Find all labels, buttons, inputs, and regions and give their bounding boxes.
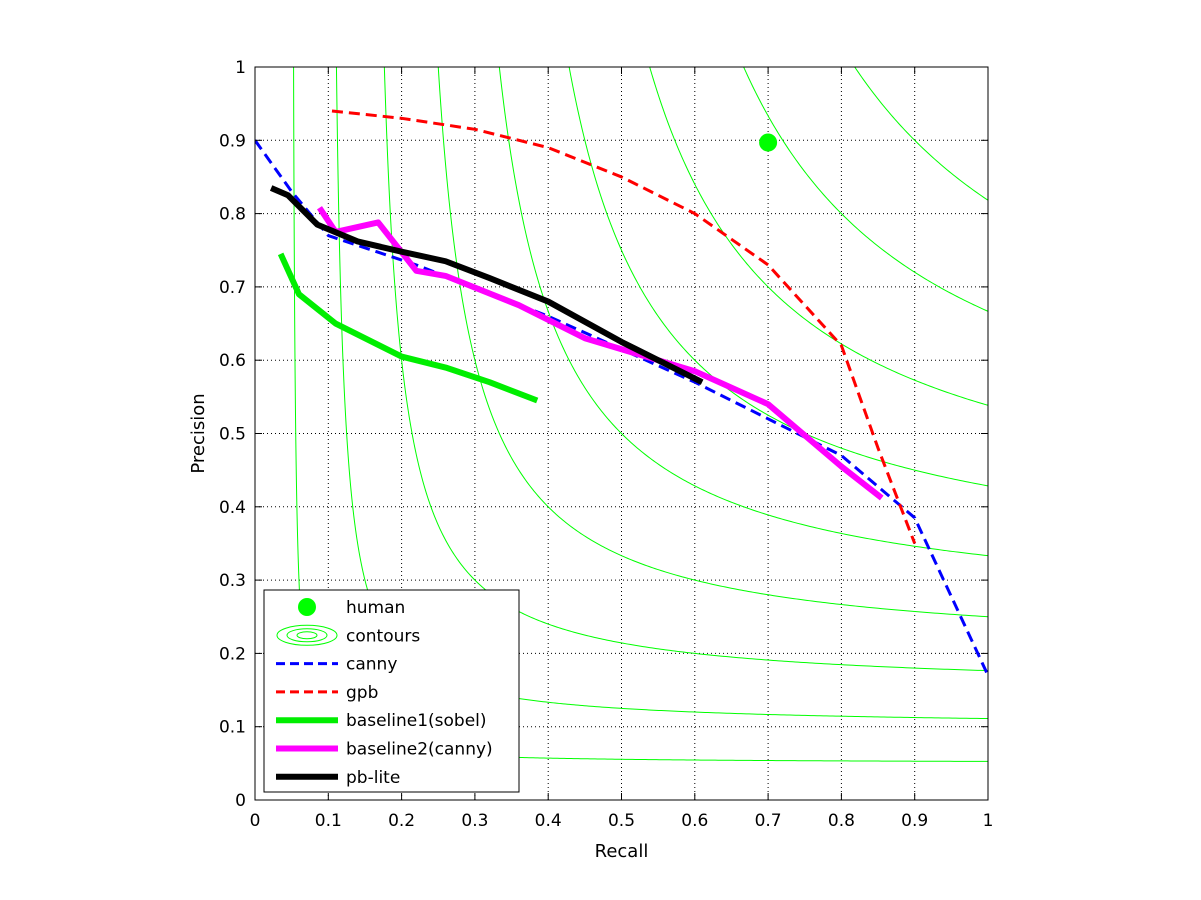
legend-label: gpb: [346, 683, 378, 703]
legend-label: pb-lite: [346, 768, 400, 788]
y-tick-label: 0.9: [219, 131, 246, 151]
y-tick-label: 0.5: [219, 425, 246, 445]
y-tick-label: 0: [235, 791, 246, 811]
human-marker-group: [759, 133, 778, 152]
legend-label: baseline2(canny): [346, 740, 493, 760]
f-contour: [383, 67, 988, 672]
x-tick-label: 0.1: [315, 811, 342, 831]
f-contour: [498, 67, 988, 557]
legend-label: human: [346, 598, 405, 618]
f-contour: [437, 67, 988, 618]
y-tick-label: 1: [235, 58, 246, 78]
legend-label: baseline1(sobel): [346, 711, 487, 731]
y-tick-label: 0.1: [219, 718, 246, 738]
x-tick-label: 0.2: [388, 811, 415, 831]
f-contour: [649, 67, 988, 406]
legend-swatch-contours: [286, 628, 328, 643]
y-tick-label: 0.3: [219, 571, 246, 591]
x-tick-label: 0.6: [681, 811, 708, 831]
x-tick-label: 0.5: [608, 811, 635, 831]
legend-swatch-human: [298, 598, 316, 616]
y-tick-label: 0.2: [219, 644, 246, 664]
x-tick-label: 0.8: [828, 811, 855, 831]
x-tick-label: 0.9: [901, 811, 928, 831]
y-tick-label: 0.7: [219, 278, 246, 298]
x-tick-label: 0.7: [755, 811, 782, 831]
human-marker: [759, 133, 778, 152]
x-axis-title: Recall: [595, 841, 649, 862]
series-line: [317, 206, 884, 501]
series-line: [277, 252, 539, 404]
x-tick-label: 1: [983, 811, 994, 831]
y-tick-label: 0.4: [219, 498, 246, 518]
legend-swatch-contours: [296, 631, 318, 640]
y-axis-title: Precision: [188, 393, 209, 473]
legend-label: canny: [346, 655, 397, 675]
series-lines: [255, 109, 988, 677]
f-contour: [568, 67, 988, 487]
series-line: [269, 185, 704, 385]
series-line: [331, 109, 917, 544]
f-contour: [743, 67, 988, 312]
x-tick-label: 0: [250, 811, 261, 831]
x-tick-label: 0.4: [535, 811, 562, 831]
y-tick-label: 0.6: [219, 351, 246, 371]
axis-ticks: 0 0.1 0.2 0.3 0.4 0.5 0.6 0.7 0.8 0.9 1 0 0.1 0.2 0.3 0…: [219, 58, 993, 831]
legend: human contours canny gpb baseline1(sobel) bas…: [263, 589, 520, 793]
legend-box: [263, 589, 520, 793]
f-contour: [854, 67, 988, 201]
y-tick-label: 0.8: [219, 205, 246, 225]
legend-swatch-contours: [276, 624, 338, 646]
legend-label: contours: [346, 626, 420, 646]
x-tick-label: 0.3: [461, 811, 488, 831]
